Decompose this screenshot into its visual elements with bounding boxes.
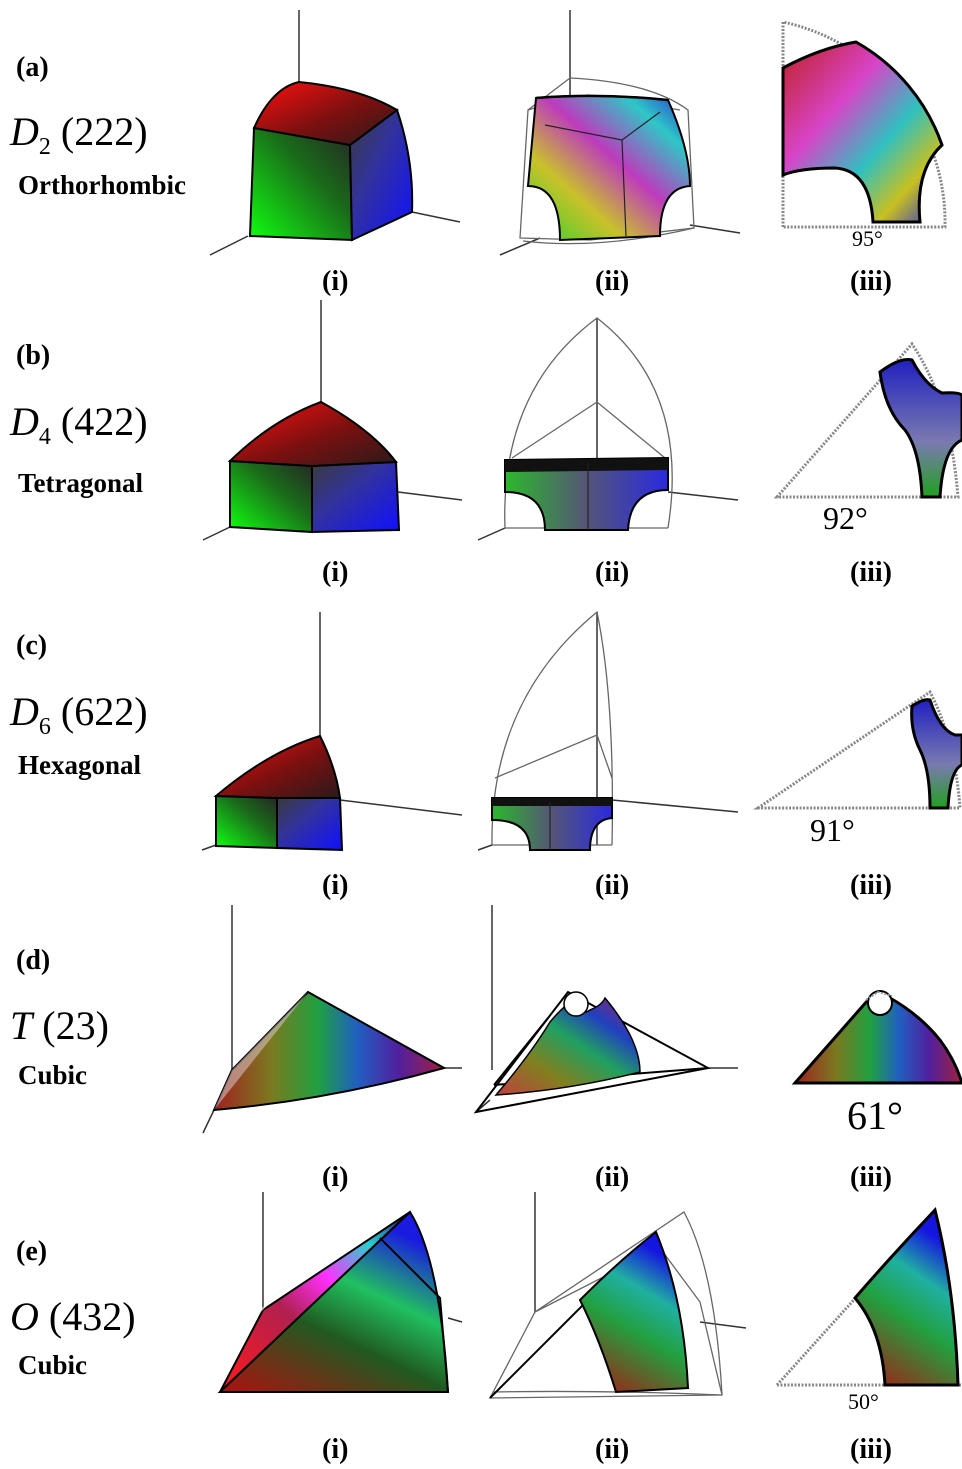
row-b-group: D4 (422): [10, 398, 148, 451]
row-c-angle: 91°: [810, 812, 855, 848]
row-a-sublabel-ii: (ii): [595, 266, 630, 297]
row-a-sublabel-iii: (iii): [850, 266, 892, 297]
row-d-sublabel-iii: (iii): [850, 1162, 892, 1193]
row-c-group: D6 (622): [10, 688, 148, 741]
row-a-label: (a): [16, 52, 49, 83]
row-b-group-subscript: 4: [38, 424, 51, 450]
row-c-group-symbol: D: [10, 689, 39, 734]
row-e-iii-graphic: [775, 1206, 962, 1387]
row-e-ii-graphic: [488, 1192, 747, 1399]
row-c-i-graphic: [201, 612, 463, 852]
row-b-i-graphic: [202, 300, 463, 541]
row-a-iii-graphic: [781, 20, 947, 229]
row-c-group-subscript: 6: [38, 714, 51, 740]
row-d-label: (d): [16, 945, 51, 976]
row-b-angle: 92°: [823, 500, 868, 536]
row-a-sublabel-i: (i): [322, 266, 349, 297]
row-a-group: D2 (222): [10, 108, 148, 161]
row-c-sublabel-iii: (iii): [850, 870, 892, 901]
row-a-group-number: (222): [60, 109, 148, 154]
row-d-system: Cubic: [18, 1060, 88, 1090]
row-b-system: Tetragonal: [18, 468, 144, 498]
row-e-group-symbol: O: [10, 1294, 39, 1339]
row-e-angle: 50°: [848, 1389, 879, 1414]
row-d-group: T (23): [10, 1002, 109, 1055]
row-d-sublabel-ii: (ii): [595, 1162, 630, 1193]
row-e-group: O (432): [10, 1293, 136, 1346]
row-a-group-subscript: 2: [38, 134, 51, 160]
row-c-label: (c): [16, 630, 48, 661]
row-c-sublabel-i: (i): [322, 870, 349, 901]
row-c-iii-graphic: [753, 689, 962, 810]
row-d-iii-graphic: [791, 990, 962, 1085]
row-c-sublabel-ii: (ii): [595, 870, 630, 901]
row-d-sublabel-i: (i): [322, 1162, 349, 1193]
row-b-iii-graphic: [773, 341, 962, 499]
row-d-ii-graphic: [473, 905, 738, 1114]
row-b-ii-graphic: [477, 317, 739, 541]
row-d-i-graphic: [202, 905, 462, 1134]
row-e-system: Cubic: [18, 1350, 88, 1380]
row-d-group-number: (23): [42, 1003, 109, 1048]
row-e-label: (e): [16, 1236, 48, 1267]
row-a-group-symbol: D: [10, 109, 39, 154]
row-a-angle: 95°: [852, 226, 883, 251]
row-a-i-graphic: [209, 10, 461, 256]
row-c-system: Hexagonal: [18, 750, 142, 780]
row-e-i-graphic: [217, 1192, 463, 1393]
row-e-sublabel-iii: (iii): [850, 1434, 892, 1465]
row-b-group-number: (422): [60, 399, 148, 444]
row-a-system: Orthorhombic: [18, 170, 186, 200]
row-e-sublabel-ii: (ii): [595, 1434, 630, 1465]
row-e-group-number: (432): [48, 1294, 136, 1339]
row-d-group-symbol: T: [10, 1003, 33, 1048]
row-d-angle: 61°: [847, 1093, 903, 1138]
row-c-group-number: (622): [60, 689, 148, 734]
row-e-sublabel-i: (i): [322, 1434, 349, 1465]
row-b-sublabel-i: (i): [322, 557, 349, 588]
row-b-label: (b): [16, 340, 51, 371]
row-c-ii-graphic: [477, 610, 739, 851]
row-b-group-symbol: D: [10, 399, 39, 444]
row-b-sublabel-iii: (iii): [850, 557, 892, 588]
row-b-sublabel-ii: (ii): [595, 557, 630, 588]
row-a-ii-graphic: [499, 10, 741, 256]
